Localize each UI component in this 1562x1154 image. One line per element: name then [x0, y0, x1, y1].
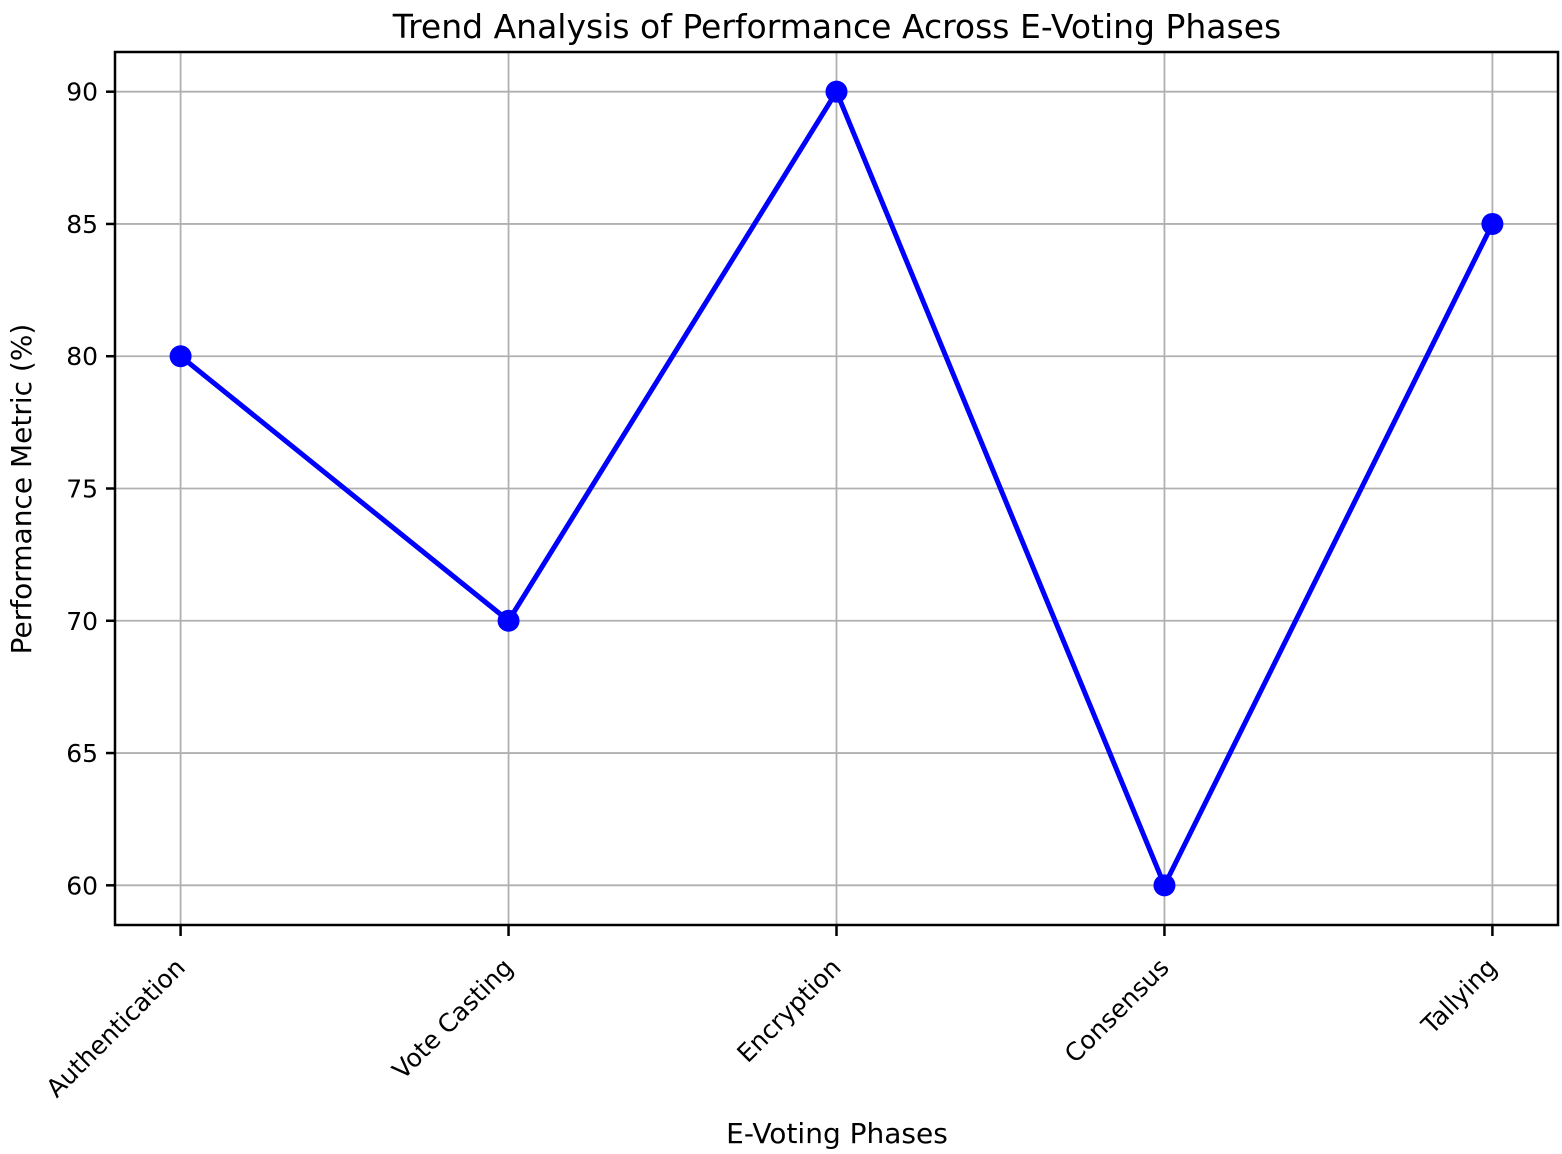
ticks-layer: 60 65 70 75 80 85 90 Authentication Vote Casting… [41, 78, 1503, 1103]
y-tick-label: 65 [66, 739, 98, 768]
grid-layer [115, 52, 1558, 925]
y-tick-label: 85 [66, 210, 98, 239]
y-axis-title: Performance Metric (%) [5, 324, 38, 655]
x-tick-label: Tallying [1415, 953, 1503, 1041]
data-point-marker [497, 609, 520, 632]
series-layer [169, 80, 1504, 897]
data-point-marker [1481, 212, 1504, 235]
data-point-marker [169, 345, 192, 368]
y-tick-label: 60 [66, 871, 98, 900]
y-tick-label: 75 [66, 475, 98, 504]
x-tick-label: Encryption [731, 953, 846, 1068]
data-point-marker [1153, 874, 1176, 897]
x-tick-label: Authentication [41, 953, 191, 1103]
chart-title: Trend Analysis of Performance Across E-V… [392, 7, 1281, 46]
y-tick-label: 90 [66, 78, 98, 107]
x-axis-title: E-Voting Phases [726, 1117, 948, 1150]
x-tick-label: Vote Casting [387, 953, 519, 1085]
y-tick-label: 80 [66, 342, 98, 371]
x-tick-label: Consensus [1059, 953, 1175, 1069]
data-point-marker [825, 80, 848, 103]
y-tick-label: 70 [66, 607, 98, 636]
